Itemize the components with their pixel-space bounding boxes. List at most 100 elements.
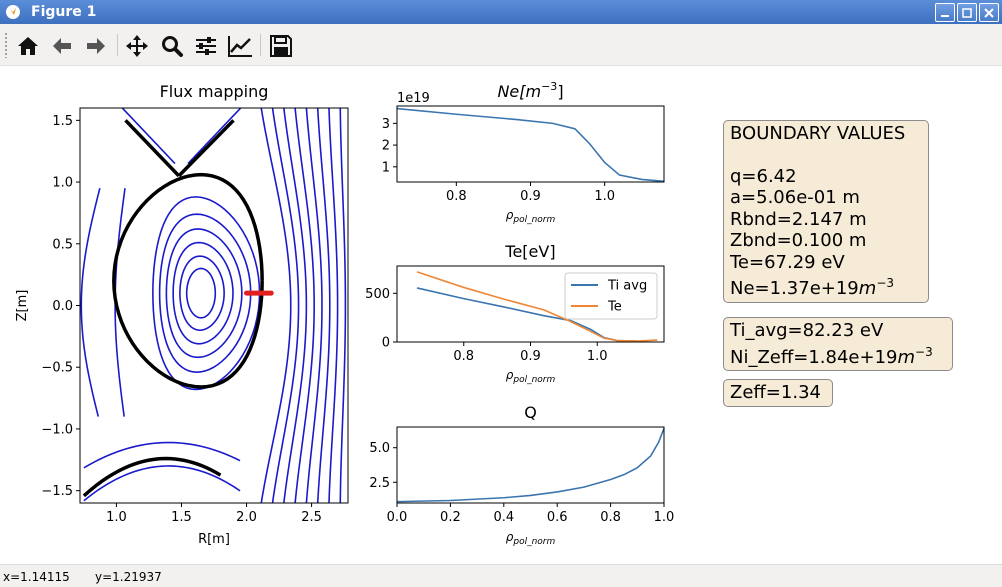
flux-contour xyxy=(316,108,331,503)
te-x-tick: 0.8 xyxy=(453,349,474,364)
zeff-box: Zeff=1.34 xyxy=(723,379,833,407)
close-icon xyxy=(984,7,994,18)
chart-line-icon xyxy=(228,36,252,57)
ne-y-tick: 3 xyxy=(382,117,390,132)
te-y-tick: 0 xyxy=(382,336,390,351)
figure-svg: Flux mapping 1.0 1.5 2.0 2.5 1.5 1.0 0.5 0.0 −0.5… xyxy=(15,80,675,547)
ne-axes-frame xyxy=(396,105,665,183)
flux-contour xyxy=(121,108,176,165)
q-x-tick: 1.0 xyxy=(654,510,675,525)
ion-values-box: Ti_avg=82.23 eV Ni_Zeff=1.84e+19m−3 xyxy=(723,317,953,371)
flux-y-tick: −1.5 xyxy=(41,484,73,499)
flux-contour xyxy=(271,108,300,503)
status-bar: x=1.14115 y=1.21937 xyxy=(0,564,1002,587)
floppy-icon xyxy=(270,35,292,57)
pan-button[interactable] xyxy=(123,32,151,60)
minimize-icon xyxy=(941,14,949,17)
te-y-tick: 500 xyxy=(365,287,390,302)
home-icon xyxy=(18,37,38,55)
te-legend-label: Te xyxy=(607,300,622,315)
boundary-heading: BOUNDARY VALUES xyxy=(730,123,906,144)
boundary-a: a=5.06e-01 m xyxy=(730,187,860,208)
ne-x-tick: 1.0 xyxy=(594,189,615,204)
ne-y-tick: 1 xyxy=(382,160,390,175)
flux-x-tick: 2.0 xyxy=(236,510,257,525)
save-button[interactable] xyxy=(267,32,295,60)
q-x-tick: 0.8 xyxy=(600,510,621,525)
figure-canvas[interactable]: Flux mapping 1.0 1.5 2.0 2.5 1.5 1.0 0.5 0.0 −0.5… xyxy=(0,66,1002,564)
flux-contour xyxy=(83,441,241,469)
home-button[interactable] xyxy=(14,32,42,60)
boundary-zbnd: Zbnd=0.100 m xyxy=(730,230,867,251)
flux-contour xyxy=(187,108,242,165)
ne-x-tick: 0.9 xyxy=(520,189,541,204)
maximize-button[interactable] xyxy=(957,3,977,22)
q-x-tick: 0.0 xyxy=(387,510,408,525)
te-title: Te[eV] xyxy=(504,242,555,261)
flux-contour xyxy=(83,465,241,502)
forward-button[interactable] xyxy=(82,32,110,60)
x-axis-label: ρpol_norm xyxy=(506,530,556,547)
subplots-button[interactable] xyxy=(192,32,220,60)
toolbar-separator xyxy=(260,34,261,56)
flux-contour xyxy=(351,108,353,503)
flux-contour xyxy=(80,188,101,417)
arrow-right-icon xyxy=(87,38,105,54)
boundary-ne: Ne=1.37e+19m−3 xyxy=(730,276,895,299)
flux-y-tick: 0.5 xyxy=(52,237,73,252)
flux-y-tick: 1.5 xyxy=(52,114,73,129)
cursor-y-readout: y=1.21937 xyxy=(95,570,162,584)
flux-x-tick: 1.5 xyxy=(171,510,192,525)
flux-y-tick: −0.5 xyxy=(41,361,73,376)
toolbar xyxy=(0,24,1002,66)
flux-contour xyxy=(158,213,252,373)
ion-ni: Ni_Zeff=1.84e+19m−3 xyxy=(730,344,933,368)
flux-x-label: R[m] xyxy=(198,532,230,547)
ne-offset-label: 1e19 xyxy=(397,91,430,106)
ion-ti: Ti_avg=82.23 eV xyxy=(730,320,884,341)
zoom-button[interactable] xyxy=(158,32,186,60)
zeff-value: Zeff=1.34 xyxy=(730,382,821,403)
lower-separatrix xyxy=(82,456,222,498)
back-button[interactable] xyxy=(48,32,76,60)
flux-contour xyxy=(339,108,347,503)
sliders-icon xyxy=(196,37,216,55)
flux-y-tick: 0.0 xyxy=(52,299,73,314)
ne-title: Ne[m−3] xyxy=(497,80,563,101)
customize-button[interactable] xyxy=(226,32,254,60)
flux-contour xyxy=(294,108,315,503)
flux-contour xyxy=(152,196,261,391)
te-x-tick: 1.0 xyxy=(587,349,608,364)
flux-x-tick: 2.5 xyxy=(301,510,322,525)
flux-contour xyxy=(172,241,234,345)
boundary-values-box: BOUNDARY VALUES q=6.42 a=5.06e-01 m Rbnd… xyxy=(723,120,929,303)
ne-x-tick: 0.8 xyxy=(446,189,467,204)
minimize-button[interactable] xyxy=(935,3,955,22)
x-axis-label: ρpol_norm xyxy=(506,368,556,385)
q-y-tick: 5.0 xyxy=(369,441,390,456)
flux-contour xyxy=(185,267,217,319)
boundary-q: q=6.42 xyxy=(730,165,797,187)
toolbar-separator xyxy=(117,34,118,56)
q-x-tick: 0.6 xyxy=(547,510,568,525)
te-x-tick: 0.9 xyxy=(520,349,541,364)
flux-contour xyxy=(328,108,339,503)
q-y-tick: 2.5 xyxy=(369,476,390,491)
te-series-line xyxy=(416,271,658,342)
move-icon xyxy=(126,35,148,57)
zoom-icon xyxy=(162,36,183,57)
x-axis-label: ρpol_norm xyxy=(506,208,556,225)
close-button[interactable] xyxy=(979,3,999,22)
flux-title: Flux mapping xyxy=(160,82,269,101)
flux-contour xyxy=(179,255,225,331)
flux-y-tick: 1.0 xyxy=(52,176,73,191)
flux-contour xyxy=(165,228,243,359)
flux-contour xyxy=(283,108,308,503)
maximize-icon xyxy=(962,7,972,18)
q-series-line xyxy=(396,428,665,503)
window-title: Figure 1 xyxy=(31,4,97,20)
toolbar-grip[interactable] xyxy=(4,32,8,58)
separatrix xyxy=(112,172,264,389)
q-x-tick: 0.2 xyxy=(440,510,461,525)
separatrix-leg xyxy=(124,119,181,178)
